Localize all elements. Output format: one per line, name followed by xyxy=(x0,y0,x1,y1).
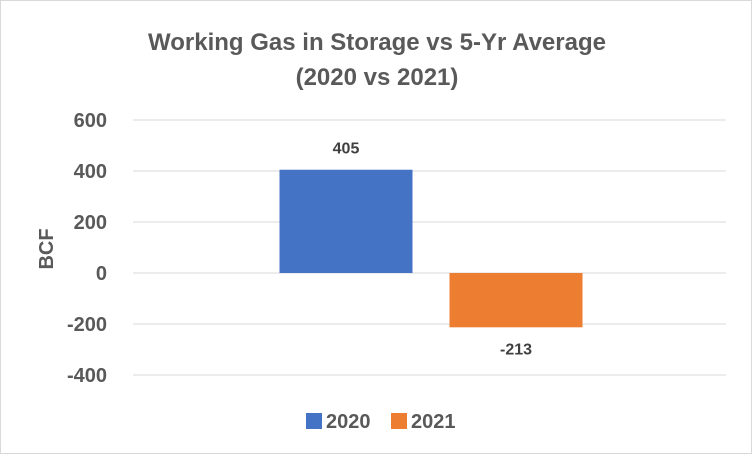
bar-2020 xyxy=(279,169,413,273)
chart-title: Working Gas in Storage vs 5-Yr Average xyxy=(148,29,606,56)
y-tick-label: 600 xyxy=(74,110,107,132)
y-axis-label: BCF xyxy=(36,228,58,269)
y-tick-label: -400 xyxy=(67,365,107,387)
y-tick-label: 400 xyxy=(74,161,107,183)
legend-label-2021: 2021 xyxy=(411,411,456,433)
y-tick-label: -200 xyxy=(67,314,107,336)
data-label-2020: 405 xyxy=(333,141,360,158)
gridlines xyxy=(133,119,726,376)
y-tick-label: 200 xyxy=(74,212,107,234)
bar-2021 xyxy=(449,273,583,328)
bars: 405 -213 xyxy=(279,141,583,358)
y-tick-label: 0 xyxy=(96,263,107,285)
data-label-2021: -213 xyxy=(500,341,532,358)
y-tick-labels: 600 400 200 0 -200 -400 xyxy=(67,110,107,387)
legend-swatch-2021 xyxy=(391,413,407,429)
legend: 2020 2021 xyxy=(306,411,456,433)
legend-swatch-2020 xyxy=(306,413,322,429)
chart-subtitle: (2020 vs 2021) xyxy=(296,64,459,91)
legend-label-2020: 2020 xyxy=(326,411,371,433)
